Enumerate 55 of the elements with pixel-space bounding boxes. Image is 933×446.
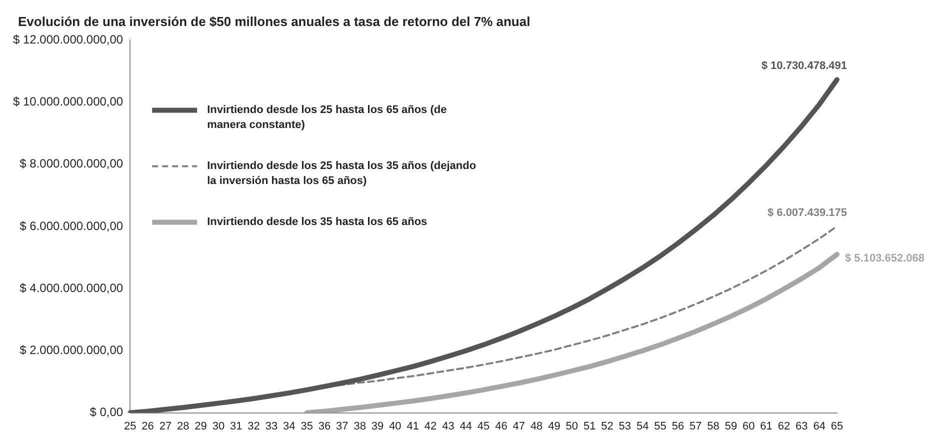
x-tick-label: 58	[707, 420, 720, 432]
y-tick-label: $ 6.000.000.000,00	[20, 218, 124, 233]
x-tick-label: 60	[742, 420, 755, 432]
x-tick-label: 27	[159, 420, 172, 432]
x-tick-label: 47	[512, 420, 526, 432]
x-tick-label: 43	[442, 420, 454, 432]
x-tick-label: 36	[318, 420, 331, 432]
y-tick-label: $ 10.000.000.000,00	[12, 94, 124, 109]
x-tick-label: 31	[230, 420, 242, 432]
x-tick-label: 54	[636, 420, 649, 432]
x-tick-label: 65	[830, 420, 844, 432]
annotation: $ 10.730.478.491	[761, 60, 847, 72]
x-tick-label: 37	[336, 420, 348, 432]
y-tick-label: $ 8.000.000.000,00	[20, 156, 124, 171]
y-tick-label: $ 2.000.000.000,00	[20, 343, 124, 358]
x-tick-label: 46	[495, 420, 508, 432]
y-tick-label: $ 12.000.000.000,00	[12, 32, 124, 47]
legend-label: Invirtiendo desde los 35 hasta los 65 años	[207, 216, 428, 228]
x-tick-label: 38	[354, 420, 366, 432]
x-tick-label: 49	[548, 420, 560, 432]
x-tick-label: 61	[760, 420, 772, 432]
x-tick-label: 45	[477, 420, 490, 432]
x-tick-label: 62	[778, 420, 790, 432]
x-tick-label: 28	[176, 420, 190, 432]
annotation: $ 5.103.652.068	[845, 252, 925, 264]
y-tick-label: $ 4.000.000.000,00	[20, 280, 124, 295]
x-tick-label: 35	[300, 420, 313, 432]
x-tick-label: 26	[142, 420, 154, 432]
x-tick-label: 30	[212, 420, 225, 432]
chart-title: Evolución de una inversión de $50 millones anuales a tasa de retorno del 7% anual	[18, 14, 530, 29]
x-tick-label: 63	[796, 420, 808, 432]
x-tick-label: 42	[424, 420, 437, 432]
x-tick-label: 39	[371, 420, 384, 432]
x-tick-label: 64	[813, 420, 826, 432]
x-tick-label: 53	[618, 420, 632, 432]
x-tick-label: 44	[460, 420, 472, 432]
x-tick-label: 56	[672, 420, 684, 432]
x-tick-label: 40	[389, 420, 402, 432]
x-tick-label: 59	[724, 420, 738, 432]
legend-label: Invirtiendo desde los 25 hasta los 65 años (de manera constante)	[207, 104, 447, 132]
x-tick-label: 55	[654, 420, 666, 432]
x-tick-label: 34	[283, 420, 296, 432]
annotation: $ 6.007.439.175	[767, 206, 847, 219]
x-tick-label: 52	[601, 420, 614, 432]
x-tick-label: 50	[566, 420, 578, 432]
x-tick-label: 32	[248, 420, 260, 432]
x-tick-label: 41	[406, 420, 419, 432]
x-tick-label: 51	[583, 420, 596, 432]
x-tick-label: 48	[530, 420, 543, 432]
x-tick-label: 33	[265, 420, 278, 432]
x-tick-label: 25	[124, 420, 136, 432]
x-tick-label: 29	[194, 420, 207, 432]
y-tick-label: $ 0,00	[90, 405, 124, 420]
x-tick-label: 57	[689, 420, 702, 432]
legend-label: Invirtiendo desde los 25 hasta los 35 años (dejando la inversión hasta los 65 años)	[207, 160, 476, 188]
